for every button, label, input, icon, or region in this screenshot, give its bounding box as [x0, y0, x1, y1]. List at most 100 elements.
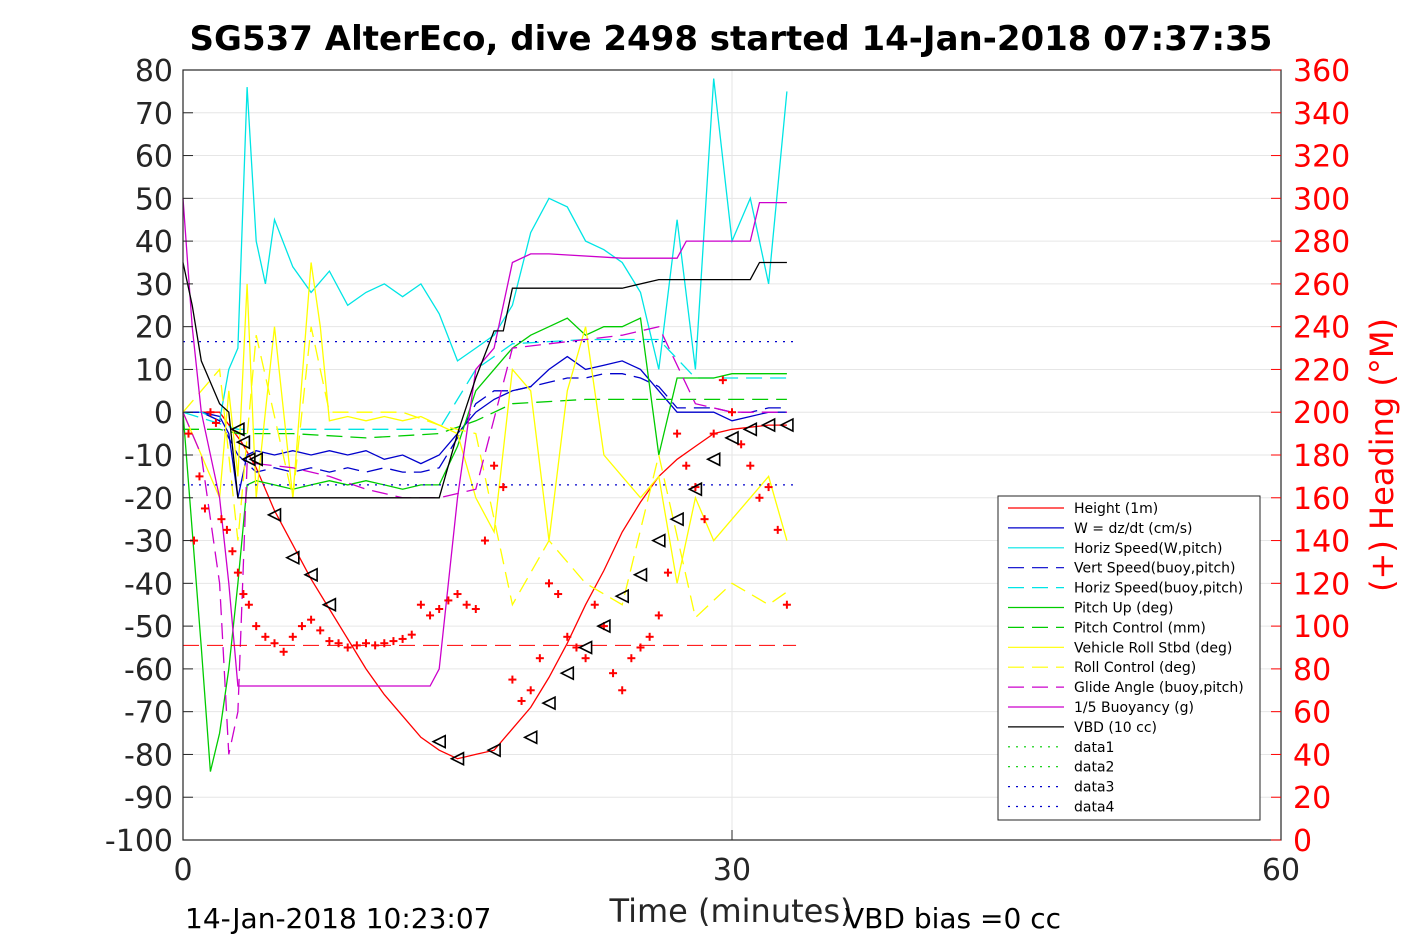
- heading-point: [782, 600, 791, 609]
- heading-point: [462, 600, 471, 609]
- heading-point: [554, 590, 563, 599]
- direction-marker: [321, 597, 337, 613]
- heading-point: [755, 493, 764, 502]
- right-tick-label: 200: [1293, 396, 1350, 431]
- direction-marker: [303, 567, 318, 583]
- heading-point: [709, 429, 718, 438]
- direction-marker: [241, 451, 256, 467]
- direction-marker: [742, 422, 758, 437]
- footer-vbd-bias: VBD bias =0 cc: [845, 902, 1061, 935]
- x-tick-label: 30: [713, 853, 751, 888]
- left-tick-label: -50: [124, 610, 173, 645]
- heading-point: [297, 622, 306, 631]
- heading-point: [490, 461, 499, 470]
- right-tick-label: 220: [1293, 353, 1350, 388]
- left-tick-label: -100: [105, 824, 173, 859]
- heading-point: [508, 675, 517, 684]
- right-tick-label: 100: [1293, 610, 1350, 645]
- direction-marker: [614, 588, 630, 604]
- direction-marker: [285, 550, 300, 565]
- heading-point: [581, 654, 590, 663]
- right-tick-label: 340: [1293, 97, 1350, 132]
- heading-point: [517, 696, 526, 705]
- heading-point: [200, 504, 209, 513]
- right-tick-label: 300: [1293, 182, 1350, 217]
- direction-marker: [449, 751, 465, 767]
- left-tick-label: -60: [124, 653, 173, 688]
- direction-marker: [431, 734, 447, 749]
- left-tick-label: -90: [124, 781, 173, 816]
- heading-point: [325, 637, 334, 646]
- direction-marker: [779, 417, 794, 433]
- heading-point: [233, 568, 242, 577]
- legend-label-14: data3: [1074, 780, 1114, 796]
- heading-point: [526, 686, 535, 695]
- left-tick-label: 80: [135, 54, 173, 89]
- direction-marker: [596, 618, 611, 634]
- heading-point: [217, 515, 226, 524]
- heading-point: [654, 611, 663, 620]
- heading-point: [334, 639, 343, 648]
- direction-marker: [632, 567, 648, 583]
- legend: Height (1m) W = dz/dt (cm/s) Horiz Speed(W…: [997, 495, 1261, 821]
- heading-point: [773, 525, 782, 534]
- left-tick-label: 0: [154, 396, 173, 431]
- left-tick-label: -30: [124, 525, 173, 560]
- direction-marker: [486, 742, 501, 758]
- legend-label-5: Pitch Up (deg): [1074, 601, 1173, 617]
- right-tick-label: 180: [1293, 439, 1350, 474]
- x-axis-label: Time (minutes): [609, 892, 853, 930]
- right-tick-label: 0: [1293, 824, 1312, 859]
- legend-label-2: Horiz Speed(W,pitch): [1074, 541, 1222, 557]
- left-tick-label: -20: [124, 482, 173, 517]
- direction-marker: [651, 533, 666, 548]
- heading-point: [728, 408, 736, 417]
- heading-point: [371, 641, 380, 650]
- legend-label-10: 1/5 Buoyancy (g): [1074, 700, 1194, 716]
- chart-title: SG537 AlterEco, dive 2498 started 14-Jan…: [190, 19, 1273, 59]
- x-tick-label: 60: [1262, 853, 1300, 888]
- heading-point: [444, 596, 453, 605]
- heading-point: [480, 536, 489, 545]
- legend-label-7: Vehicle Roll Stbd (deg): [1074, 640, 1232, 656]
- heading-point: [389, 637, 398, 646]
- heading-point: [270, 639, 279, 648]
- right-tick-label: 60: [1293, 696, 1331, 731]
- heading-point: [288, 632, 297, 641]
- left-tick-label: 40: [135, 225, 173, 260]
- series-line-10: [182, 198, 787, 687]
- left-tick-label: 50: [135, 182, 173, 217]
- heading-point: [435, 605, 444, 613]
- left-tick-label: -80: [124, 738, 173, 773]
- direction-marker: [248, 451, 264, 467]
- right-tick-label: 280: [1293, 225, 1350, 260]
- left-tick-label: -10: [124, 439, 173, 474]
- direction-marker: [559, 665, 575, 681]
- heading-point: [746, 461, 755, 470]
- series-line-7: [182, 262, 788, 584]
- direction-marker: [669, 511, 684, 527]
- left-tick-label: 20: [135, 311, 173, 346]
- legend-label-13: data2: [1074, 760, 1114, 776]
- left-tick-label: -70: [124, 696, 173, 731]
- direction-marker: [235, 434, 251, 450]
- left-tick-label: 60: [135, 140, 173, 175]
- heading-point: [416, 600, 425, 609]
- legend-label-4: Horiz Speed(buoy,pitch): [1074, 581, 1243, 597]
- heading-point: [211, 418, 220, 427]
- series-line-3: [183, 373, 787, 473]
- heading-point: [195, 472, 204, 481]
- left-tick-label: 10: [135, 353, 173, 388]
- right-tick-label: 240: [1293, 311, 1350, 346]
- heading-point: [261, 632, 270, 641]
- heading-point: [244, 600, 253, 609]
- heading-point: [228, 547, 237, 556]
- heading-point: [618, 686, 627, 695]
- heading-point: [316, 626, 325, 635]
- heading-point: [407, 630, 416, 639]
- heading-point: [563, 632, 572, 641]
- left-tick-label: 30: [135, 268, 173, 303]
- heading-point: [700, 515, 709, 524]
